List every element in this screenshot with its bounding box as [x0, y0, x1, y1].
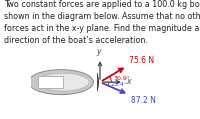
- Ellipse shape: [37, 73, 89, 91]
- Ellipse shape: [28, 70, 93, 95]
- Text: Two constant forces are applied to a 100.0 kg boat, as
shown in the diagram belo: Two constant forces are applied to a 100…: [4, 0, 200, 45]
- Text: 30.9°: 30.9°: [113, 76, 130, 81]
- Text: 87.2 N: 87.2 N: [131, 96, 155, 105]
- Ellipse shape: [25, 78, 30, 86]
- Text: x: x: [126, 77, 131, 86]
- Polygon shape: [97, 73, 99, 91]
- Text: 23.4°: 23.4°: [111, 82, 128, 87]
- Text: y: y: [97, 47, 101, 56]
- Text: 75.6 N: 75.6 N: [129, 56, 154, 65]
- Bar: [38, 76, 63, 88]
